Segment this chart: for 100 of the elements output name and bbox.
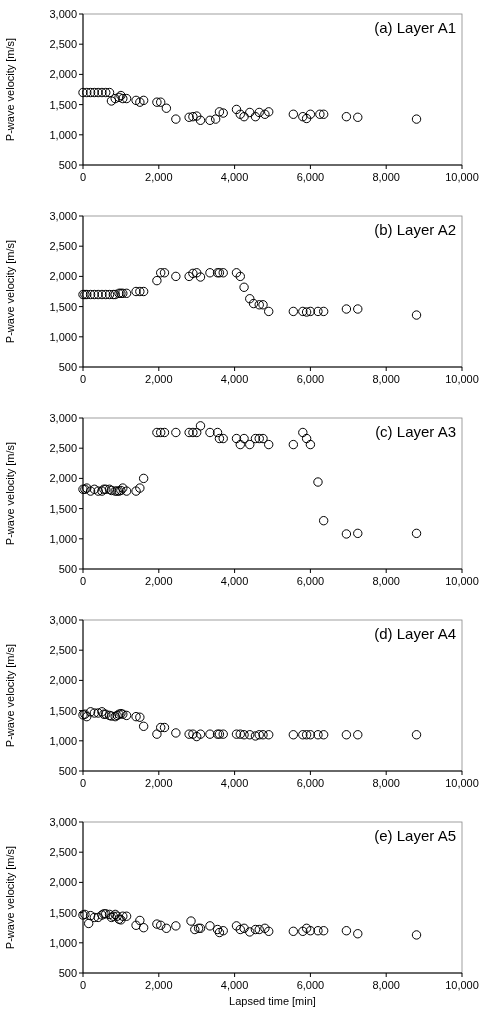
point — [301, 730, 312, 740]
y-tick-label: 1,000 — [49, 330, 77, 343]
y-tick-label: 2,000 — [49, 674, 77, 687]
point — [138, 286, 149, 297]
point — [254, 107, 264, 118]
point — [298, 730, 308, 740]
point — [318, 306, 329, 317]
point — [305, 306, 316, 317]
point — [152, 275, 162, 286]
point — [288, 306, 299, 317]
y-axis-title: P-wave velocity [m/s] — [4, 37, 16, 142]
point — [89, 708, 100, 718]
point — [313, 306, 323, 317]
point — [231, 104, 242, 115]
y-tick-label: 3,000 — [49, 8, 77, 20]
point — [131, 920, 141, 930]
point — [89, 289, 100, 300]
y-tick-label: 500 — [58, 967, 77, 979]
point — [258, 730, 268, 740]
point — [318, 515, 329, 526]
y-tick-label: 2,500 — [49, 38, 77, 51]
y-tick-label: 1,500 — [49, 98, 77, 111]
point — [159, 268, 170, 278]
point — [318, 730, 329, 740]
point — [138, 95, 149, 106]
x-tick-label: 0 — [79, 979, 87, 991]
point — [83, 918, 94, 929]
point — [205, 427, 215, 438]
point — [101, 289, 111, 300]
point — [288, 439, 299, 450]
point — [305, 439, 316, 450]
point — [212, 427, 223, 438]
point — [121, 911, 132, 921]
x-tick-label: 6,000 — [296, 575, 325, 587]
x-axis-title: Lapsed time [min] — [229, 995, 316, 1007]
point — [97, 87, 107, 98]
chart-title: (c) Layer A3 — [375, 423, 456, 440]
y-tick-label: 1,500 — [49, 906, 77, 919]
point — [121, 288, 132, 299]
point — [101, 87, 111, 98]
y-tick-label: 2,000 — [49, 270, 77, 283]
y-tick-label: 2,000 — [49, 68, 77, 81]
y-tick-label: 500 — [58, 361, 77, 373]
point — [341, 111, 352, 122]
point — [231, 268, 242, 278]
y-tick-label: 1,000 — [49, 128, 77, 141]
point — [192, 427, 202, 438]
point — [411, 310, 422, 320]
y-tick-label: 2,500 — [49, 644, 77, 657]
point — [89, 484, 100, 494]
y-tick-label: 2,500 — [49, 240, 77, 253]
point — [131, 486, 141, 496]
point — [121, 710, 132, 721]
point — [138, 923, 149, 933]
x-tick-label: 8,000 — [372, 373, 400, 385]
point — [156, 920, 166, 930]
point — [218, 433, 228, 444]
point — [239, 282, 249, 292]
y-axis-title: P-wave velocity [m/s] — [4, 441, 16, 546]
point — [184, 427, 194, 438]
x-tick-label: 8,000 — [372, 575, 400, 587]
point — [93, 289, 103, 300]
point — [89, 87, 100, 98]
point — [245, 294, 255, 304]
x-tick-label: 0 — [79, 373, 87, 385]
y-axis-title: P-wave velocity [m/s] — [4, 643, 16, 748]
point — [264, 926, 274, 937]
point — [85, 707, 96, 717]
point — [235, 729, 245, 739]
point — [254, 433, 264, 444]
point — [192, 731, 202, 742]
point — [156, 427, 166, 438]
x-tick-label: 10,000 — [445, 979, 479, 991]
point — [231, 729, 242, 739]
y-tick-label: 500 — [58, 765, 77, 777]
point — [188, 427, 198, 438]
point — [245, 107, 255, 118]
x-tick-label: 2,000 — [145, 171, 173, 183]
point — [245, 730, 255, 740]
point — [250, 111, 261, 122]
point — [341, 926, 352, 936]
point — [353, 528, 363, 539]
y-tick-label: 3,000 — [49, 816, 77, 828]
x-tick-label: 0 — [79, 575, 87, 587]
x-tick-label: 4,000 — [220, 575, 249, 587]
x-tick-label: 10,000 — [445, 575, 479, 587]
point — [260, 109, 270, 119]
point — [305, 109, 316, 119]
point — [121, 93, 132, 104]
x-tick-label: 10,000 — [445, 777, 479, 789]
point — [248, 298, 259, 309]
point — [205, 729, 215, 739]
point — [171, 114, 181, 124]
point — [195, 729, 206, 739]
y-tick-label: 2,000 — [49, 876, 77, 889]
x-tick-label: 0 — [79, 777, 87, 789]
point — [93, 708, 103, 718]
point — [135, 97, 145, 107]
x-tick-label: 10,000 — [445, 373, 479, 385]
point — [97, 289, 107, 300]
